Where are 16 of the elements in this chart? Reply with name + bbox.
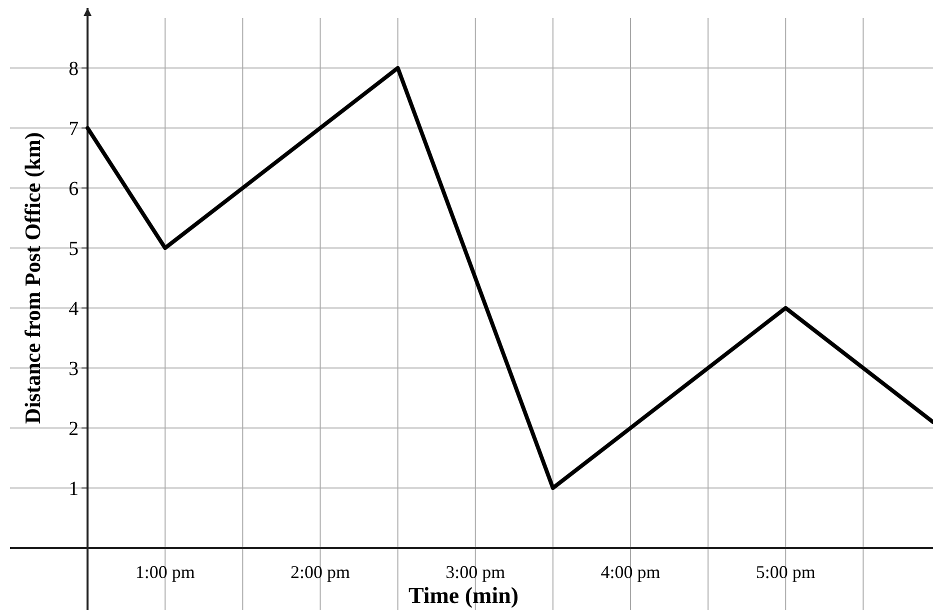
x-tick-label: 5:00 pm [756,562,816,582]
y-tick-label: 6 [68,178,79,200]
y-tick-label: 4 [68,298,79,320]
y-tick-label: 8 [68,58,79,80]
y-tick-label: 1 [68,478,79,500]
y-tick-label: 7 [68,118,79,140]
x-tick-label: 3:00 pm [446,562,506,582]
y-tick-label: 3 [68,358,79,380]
line-series [86,66,933,490]
y-tick-label: 5 [68,238,79,260]
x-tick-label: 2:00 pm [290,562,350,582]
x-axis-title: Time (min) [408,583,519,608]
x-tick-label: 4:00 pm [600,562,660,582]
x-tick-label: 1:00 pm [135,562,195,582]
y-axis-title: Distance from Post Office (km) [20,132,45,424]
y-tick-label: 2 [68,418,79,440]
